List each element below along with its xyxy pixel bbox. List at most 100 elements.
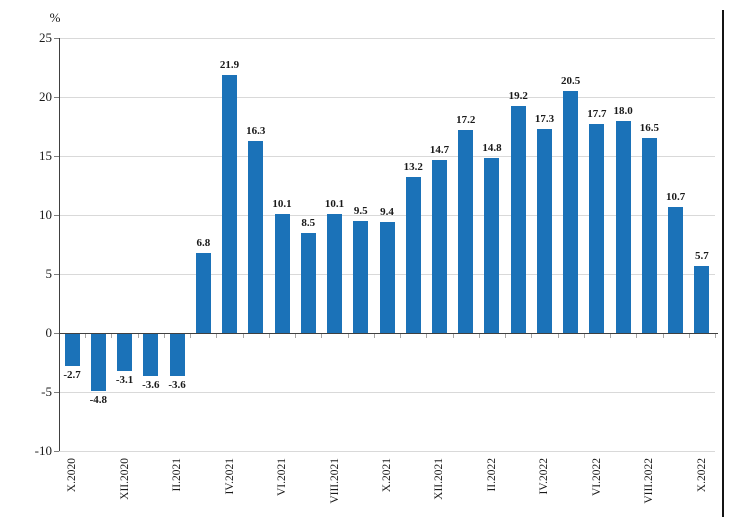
y-axis-tick-label: 20 xyxy=(39,89,52,104)
bar-value-label: 9.5 xyxy=(353,204,368,217)
x-axis-category-label: X.2020 xyxy=(66,458,79,493)
bar-value-label: 16.5 xyxy=(639,122,660,135)
bar-value-label: -3.1 xyxy=(115,373,134,386)
x-axis-tick xyxy=(321,334,323,338)
x-axis-tick xyxy=(636,334,638,338)
y-axis-tick-label: 10 xyxy=(39,207,52,222)
bar-value-label: 10.1 xyxy=(324,197,345,210)
y-axis-tick-label: 25 xyxy=(39,30,52,45)
bar xyxy=(90,334,106,391)
bar-value-label: 14.8 xyxy=(482,142,502,155)
x-axis-category-label: VIII.2022 xyxy=(643,458,656,504)
x-axis-tick xyxy=(505,334,507,338)
y-axis-tick xyxy=(54,450,59,452)
x-axis-tick xyxy=(242,334,244,338)
x-axis-tick xyxy=(662,334,664,338)
y-axis-tick-label: -10 xyxy=(34,443,52,458)
x-axis-tick xyxy=(452,334,454,338)
bar-value-label: 6.8 xyxy=(196,236,211,249)
bar xyxy=(169,334,185,377)
bar-value-label: 14.7 xyxy=(429,143,450,156)
y-axis-tick-label: 5 xyxy=(45,266,53,281)
y-axis-line xyxy=(59,38,60,451)
x-axis-zero-line xyxy=(59,332,718,334)
bar-value-label: -3.6 xyxy=(168,379,186,392)
bar xyxy=(484,158,500,333)
x-axis-tick xyxy=(190,334,192,338)
bar xyxy=(222,74,238,333)
y-axis-tick xyxy=(54,37,59,39)
bar xyxy=(405,177,421,333)
x-axis-tick xyxy=(137,334,139,338)
y-axis-tick xyxy=(54,214,59,216)
x-axis-category-label: IV.2022 xyxy=(538,458,551,495)
bar-value-label: 10.1 xyxy=(272,197,292,210)
bar-value-label: -2.7 xyxy=(63,368,81,381)
x-axis-tick xyxy=(426,334,428,338)
bar-value-label: -4.8 xyxy=(89,393,108,406)
bar xyxy=(195,252,211,333)
x-axis-category-label: VI.2021 xyxy=(276,458,289,497)
bar-value-label: 13.2 xyxy=(403,161,423,174)
bar xyxy=(458,130,474,333)
x-axis-category-label: VIII.2021 xyxy=(328,458,341,504)
bar xyxy=(510,106,526,333)
x-axis-category-label: XII.2020 xyxy=(118,458,131,500)
bar xyxy=(300,232,316,333)
y-axis-tick xyxy=(54,391,59,393)
bar-value-label: 5.7 xyxy=(695,249,709,262)
bar xyxy=(274,213,290,333)
bar xyxy=(589,124,605,333)
x-axis-tick xyxy=(557,334,559,338)
bar xyxy=(117,334,133,371)
bar xyxy=(694,265,710,333)
bar xyxy=(379,222,395,333)
x-axis-category-label: XII.2021 xyxy=(433,458,446,500)
x-axis-tick xyxy=(111,334,113,338)
bar-value-label: 9.4 xyxy=(380,206,394,219)
y-gridline xyxy=(59,96,715,98)
x-axis-tick xyxy=(531,334,533,338)
x-axis-tick xyxy=(295,334,297,338)
y-gridline xyxy=(59,391,715,393)
bar-value-label: 17.3 xyxy=(534,112,555,125)
bar xyxy=(431,159,447,333)
y-gridline xyxy=(59,155,715,157)
y-axis-unit-label: % xyxy=(49,10,61,25)
bar-value-label: 8.5 xyxy=(301,216,316,229)
y-axis-tick xyxy=(54,155,59,157)
y-gridline xyxy=(59,450,715,452)
x-axis-category-label: X.2021 xyxy=(381,458,393,493)
y-axis-tick xyxy=(54,96,59,98)
bar xyxy=(353,220,369,333)
x-axis-tick xyxy=(688,334,690,338)
bar xyxy=(248,140,264,333)
x-axis-tick xyxy=(268,334,270,338)
x-axis-tick xyxy=(163,334,165,338)
y-axis-tick xyxy=(54,332,59,334)
bar-value-label: 19.2 xyxy=(508,90,528,103)
y-gridline xyxy=(59,214,715,216)
bar-value-label: 20.5 xyxy=(561,75,581,88)
x-axis-category-label: VI.2022 xyxy=(590,458,603,497)
bar xyxy=(641,138,657,333)
y-axis-tick-label: 0 xyxy=(45,325,53,340)
y-axis-tick-label: -5 xyxy=(41,384,52,399)
x-axis-tick xyxy=(478,334,480,338)
x-axis-category-label: II.2021 xyxy=(171,458,184,492)
x-axis-category-label: X.2022 xyxy=(695,458,708,493)
x-axis-tick xyxy=(400,334,402,338)
bar xyxy=(563,91,579,333)
x-axis-tick xyxy=(583,334,585,338)
x-axis-category-label: II.2022 xyxy=(485,458,498,492)
bar xyxy=(64,334,80,366)
x-axis-tick xyxy=(610,334,612,338)
bar-value-label: 18.0 xyxy=(613,104,633,117)
x-axis-category-label: IV.2021 xyxy=(223,458,236,495)
bar-value-label: 21.9 xyxy=(219,58,240,71)
bar-value-label: 17.7 xyxy=(587,108,607,121)
x-axis-tick xyxy=(373,334,375,338)
bar xyxy=(327,213,343,333)
bar-value-label: -3.6 xyxy=(142,379,160,392)
